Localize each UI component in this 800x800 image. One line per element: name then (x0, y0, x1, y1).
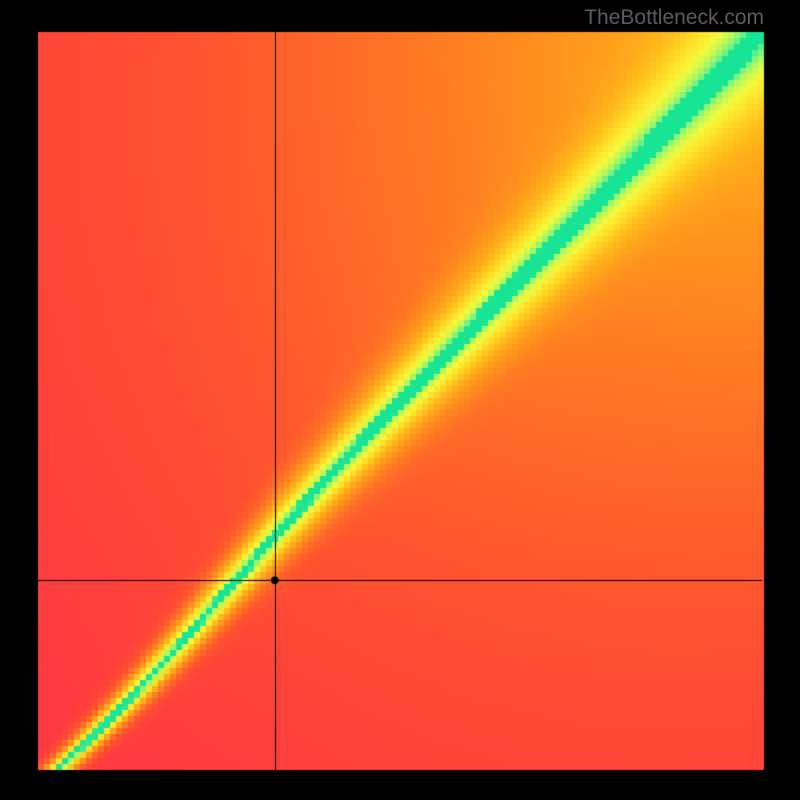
watermark-text: TheBottleneck.com (584, 6, 764, 30)
chart-stage: TheBottleneck.com (0, 0, 800, 800)
bottleneck-heatmap (0, 0, 800, 800)
